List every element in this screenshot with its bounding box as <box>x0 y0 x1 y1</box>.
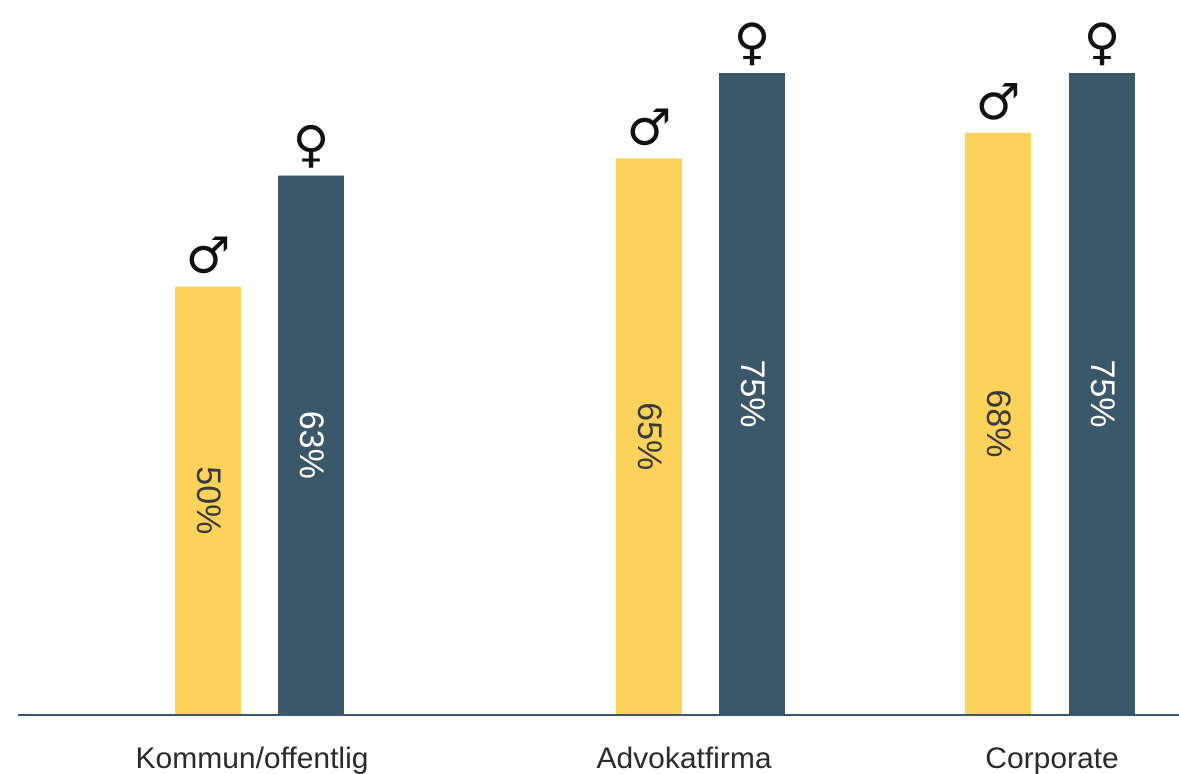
gender-symbols-group: ♂ ♀ ♂ ♀ ♂ ♀ <box>186 13 1121 285</box>
bar-female-corporate <box>1069 73 1135 714</box>
category-labels-group: Kommun/offentlig Advokatfirma Corporate <box>136 742 1119 774</box>
category-label-advokatfirma: Advokatfirma <box>596 742 771 774</box>
bar-male-advokatfirma <box>616 158 682 714</box>
category-label-kommun-offentlig: Kommun/offentlig <box>136 742 369 774</box>
value-label-female-kommun-offentlig: 63% <box>292 411 330 479</box>
female-symbol-icon-kommun-offentlig: ♀ <box>293 116 330 174</box>
value-label-female-corporate: 75% <box>1083 359 1121 427</box>
value-label-female-advokatfirma: 75% <box>733 359 771 427</box>
bar-male-corporate <box>965 132 1031 714</box>
male-symbol-icon-kommun-offentlig: ♂ <box>186 227 231 285</box>
value-label-male-advokatfirma: 65% <box>630 402 668 470</box>
bar-male-kommun-offentlig <box>175 286 241 714</box>
male-symbol-icon-corporate: ♂ <box>976 73 1021 131</box>
category-label-corporate: Corporate <box>985 742 1118 774</box>
bars-group <box>175 73 1135 714</box>
female-symbol-icon-advokatfirma: ♀ <box>734 13 771 71</box>
female-symbol-icon-corporate: ♀ <box>1084 13 1121 71</box>
bar-female-advokatfirma <box>719 73 785 714</box>
value-label-male-corporate: 68% <box>979 389 1017 457</box>
bar-female-kommun-offentlig <box>278 175 344 714</box>
value-labels-group: 50% 63% 65% 75% 68% 75% <box>189 359 1121 534</box>
male-symbol-icon-advokatfirma: ♂ <box>627 98 672 156</box>
value-label-male-kommun-offentlig: 50% <box>189 466 227 534</box>
